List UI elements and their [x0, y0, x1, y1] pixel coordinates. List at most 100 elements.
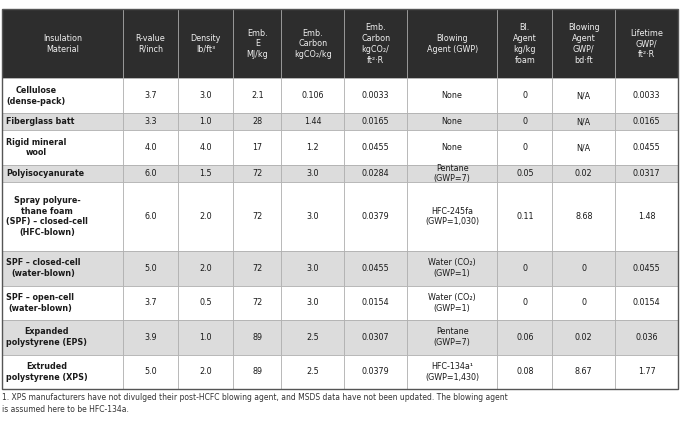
Bar — [233, 251, 282, 286]
Bar — [615, 355, 678, 389]
Bar — [407, 251, 497, 286]
Text: 3.0: 3.0 — [199, 91, 212, 100]
Bar — [233, 9, 282, 79]
Text: N/A: N/A — [577, 143, 591, 152]
Text: 0.08: 0.08 — [516, 367, 534, 376]
Bar — [178, 355, 233, 389]
Bar — [615, 251, 678, 286]
Bar — [497, 165, 552, 182]
Text: Emb.
Carbon
kgCO₂/kg: Emb. Carbon kgCO₂/kg — [294, 29, 332, 59]
Bar — [344, 251, 407, 286]
Bar — [123, 79, 178, 113]
Text: 89: 89 — [252, 333, 262, 342]
Bar — [552, 355, 615, 389]
Text: 0.0455: 0.0455 — [362, 264, 390, 273]
Text: 2.0: 2.0 — [199, 367, 212, 376]
Bar — [497, 130, 552, 165]
Bar — [615, 286, 678, 320]
Bar — [282, 182, 344, 251]
Bar — [282, 320, 344, 355]
Bar — [123, 130, 178, 165]
Text: 0.02: 0.02 — [575, 333, 592, 342]
Bar — [552, 79, 615, 113]
Bar — [615, 182, 678, 251]
Bar — [552, 9, 615, 79]
Text: Blowing
Agent
GWP/
bd·ft: Blowing Agent GWP/ bd·ft — [568, 23, 600, 64]
Text: 0.0165: 0.0165 — [633, 117, 660, 126]
Text: 6.0: 6.0 — [144, 169, 157, 178]
Bar — [497, 286, 552, 320]
Bar — [552, 113, 615, 130]
Text: 2.5: 2.5 — [307, 333, 319, 342]
Bar — [615, 130, 678, 165]
Text: Insulation
Material: Insulation Material — [43, 34, 82, 54]
Bar — [178, 182, 233, 251]
Bar — [123, 355, 178, 389]
Bar — [344, 165, 407, 182]
Bar — [233, 165, 282, 182]
Bar — [407, 9, 497, 79]
Text: Polyisocyanurate: Polyisocyanurate — [6, 169, 84, 178]
Bar — [233, 130, 282, 165]
Bar — [282, 165, 344, 182]
Bar — [552, 251, 615, 286]
Text: 1.2: 1.2 — [307, 143, 319, 152]
Text: Expanded
polystyrene (EPS): Expanded polystyrene (EPS) — [6, 328, 87, 347]
Text: 2.0: 2.0 — [199, 212, 212, 221]
Bar — [497, 182, 552, 251]
Bar — [497, 113, 552, 130]
Text: 6.0: 6.0 — [144, 212, 157, 221]
Bar — [552, 320, 615, 355]
Text: N/A: N/A — [577, 91, 591, 100]
Text: 0: 0 — [522, 298, 528, 307]
Bar — [344, 9, 407, 79]
Text: R-value
R/inch: R-value R/inch — [136, 34, 165, 54]
Bar — [615, 113, 678, 130]
Text: 1.5: 1.5 — [199, 169, 212, 178]
Bar — [233, 320, 282, 355]
Text: N/A: N/A — [577, 117, 591, 126]
Text: Water (CO₂)
(GWP=1): Water (CO₂) (GWP=1) — [428, 293, 476, 313]
Bar — [344, 130, 407, 165]
Text: Blowing
Agent (GWP): Blowing Agent (GWP) — [426, 34, 478, 54]
Bar — [233, 182, 282, 251]
Bar — [282, 79, 344, 113]
Bar — [282, 251, 344, 286]
Bar — [2, 113, 123, 130]
Text: SPF – open-cell
(water-blown): SPF – open-cell (water-blown) — [6, 293, 74, 313]
Text: 1.0: 1.0 — [199, 117, 212, 126]
Bar — [123, 182, 178, 251]
Text: 0: 0 — [522, 264, 528, 273]
Text: Bl.
Agent
kg/kg
foam: Bl. Agent kg/kg foam — [513, 23, 537, 64]
Bar — [407, 113, 497, 130]
Text: 0: 0 — [522, 91, 528, 100]
Bar — [233, 355, 282, 389]
Bar — [233, 286, 282, 320]
Bar — [282, 286, 344, 320]
Text: 0: 0 — [581, 298, 586, 307]
Bar — [178, 165, 233, 182]
Text: 3.0: 3.0 — [307, 169, 319, 178]
Bar — [233, 113, 282, 130]
Text: 3.7: 3.7 — [144, 298, 157, 307]
Text: 0.0455: 0.0455 — [362, 143, 390, 152]
Text: 72: 72 — [252, 169, 262, 178]
Text: Emb.
Carbon
kgCO₂/
ft²·R: Emb. Carbon kgCO₂/ ft²·R — [361, 23, 390, 64]
Bar — [552, 165, 615, 182]
Bar — [2, 165, 123, 182]
Text: 0.05: 0.05 — [516, 169, 534, 178]
Text: 0.0317: 0.0317 — [633, 169, 660, 178]
Text: 72: 72 — [252, 264, 262, 273]
Text: 0.5: 0.5 — [199, 298, 212, 307]
Text: 89: 89 — [252, 367, 262, 376]
Text: 5.0: 5.0 — [144, 264, 157, 273]
Text: 3.3: 3.3 — [144, 117, 157, 126]
Bar — [282, 9, 344, 79]
Bar — [344, 113, 407, 130]
Bar — [178, 9, 233, 79]
Bar — [178, 286, 233, 320]
Bar — [615, 79, 678, 113]
Text: Extruded
polystyrene (XPS): Extruded polystyrene (XPS) — [6, 362, 88, 382]
Text: 4.0: 4.0 — [144, 143, 157, 152]
Text: 8.68: 8.68 — [575, 212, 592, 221]
